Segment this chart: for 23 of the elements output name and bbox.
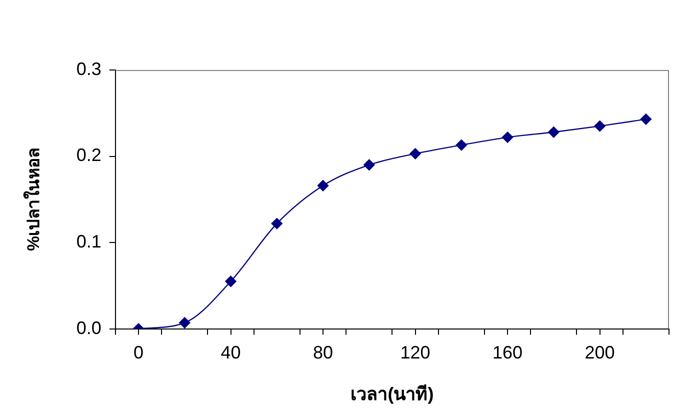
x-tick-label: 120 [400,342,430,363]
point [179,317,190,328]
point [410,148,421,160]
x-tick-label: 40 [220,342,241,363]
x-axis-title: เวลา(นาที) [350,384,434,404]
x-tick-label: 0 [133,342,144,363]
y-tick-label: 0.3 [76,58,102,79]
x-tick-label: 200 [584,342,615,363]
x-tick-label: 80 [313,342,334,363]
point [640,114,652,125]
point [594,120,606,132]
point [225,276,236,287]
y-axis-title: %เปลาในหอล [22,148,43,251]
point [456,139,468,151]
point [271,218,282,230]
y-tick-label: 0.1 [76,232,102,252]
point [364,159,375,170]
point [502,132,514,143]
point [317,180,329,192]
y-tick-label: 0.0 [76,318,102,338]
y-tick-label: 0.2 [76,145,102,166]
point [548,126,560,138]
x-tick-label: 160 [492,342,523,363]
